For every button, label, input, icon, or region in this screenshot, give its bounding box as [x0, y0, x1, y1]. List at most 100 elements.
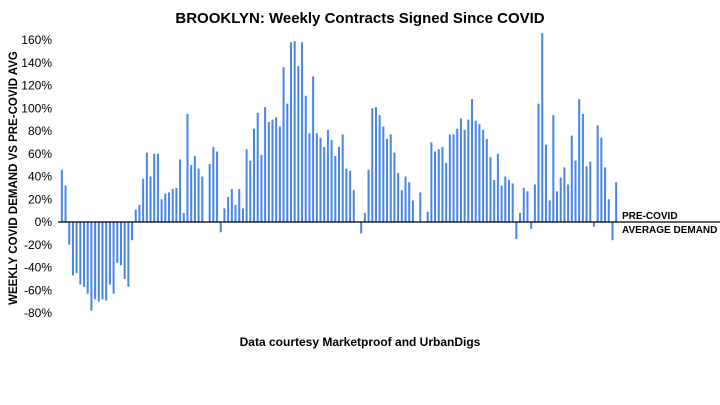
bar — [541, 33, 544, 223]
bar — [297, 66, 300, 222]
y-tick-label: -40% — [24, 261, 52, 275]
bar — [567, 184, 570, 222]
bar — [382, 126, 385, 222]
bar — [134, 209, 137, 222]
baseline-annotation-line1: PRE-COVID — [622, 211, 678, 222]
bar — [97, 222, 100, 302]
bar — [471, 99, 474, 222]
y-tick-label: -20% — [24, 238, 52, 252]
bar — [544, 144, 547, 222]
bar — [360, 222, 363, 234]
bar — [515, 222, 518, 240]
bar — [604, 167, 607, 222]
bar — [482, 129, 485, 222]
bar — [264, 107, 267, 222]
bar — [456, 128, 459, 222]
bar — [430, 142, 433, 223]
bar — [341, 134, 344, 222]
y-tick-label: 20% — [28, 192, 52, 206]
bar — [330, 140, 333, 222]
bar — [592, 222, 595, 227]
bar — [60, 169, 63, 222]
bar — [559, 177, 562, 222]
chart-title: BROOKLYN: Weekly Contracts Signed Since … — [175, 10, 544, 27]
bar — [548, 200, 551, 222]
bars — [60, 33, 618, 311]
bar — [86, 222, 89, 294]
bar — [574, 160, 577, 222]
bar — [507, 179, 510, 222]
bar — [131, 222, 134, 241]
bar — [186, 113, 189, 222]
y-tick-label: 100% — [21, 101, 52, 115]
bar — [411, 200, 414, 222]
bar — [193, 156, 196, 222]
bar — [500, 185, 503, 222]
bar — [286, 103, 289, 222]
bar — [271, 119, 274, 223]
bar — [153, 153, 156, 222]
bar — [142, 178, 145, 222]
bar — [212, 146, 215, 222]
bar — [304, 95, 307, 222]
bar — [400, 190, 403, 222]
bar — [293, 41, 296, 222]
bar — [519, 212, 522, 222]
bar — [230, 189, 233, 222]
bar — [275, 117, 278, 222]
bar — [334, 156, 337, 222]
y-tick-label: 120% — [21, 79, 52, 93]
bar — [319, 137, 322, 222]
bar — [252, 128, 256, 222]
bar — [315, 133, 318, 222]
y-tick-label: 140% — [21, 56, 52, 70]
bar — [615, 182, 618, 222]
bar — [404, 176, 407, 222]
bar — [607, 199, 610, 222]
bar — [323, 146, 326, 222]
bar — [393, 152, 396, 222]
bar — [156, 153, 159, 222]
bar — [493, 179, 496, 222]
bar — [116, 222, 119, 263]
bar — [596, 125, 599, 222]
bar — [563, 167, 566, 222]
bar — [452, 134, 455, 222]
bar — [345, 168, 348, 222]
bar — [374, 107, 377, 222]
bar — [190, 165, 193, 223]
bar — [448, 134, 451, 222]
y-tick-label: -80% — [24, 306, 52, 320]
bar — [386, 138, 389, 222]
bar — [474, 120, 477, 222]
bar — [149, 176, 152, 222]
bar — [278, 126, 281, 222]
bar — [445, 162, 448, 222]
bar — [378, 115, 381, 222]
bar — [201, 176, 204, 222]
bar — [463, 129, 466, 222]
bar — [389, 134, 392, 222]
bar — [119, 222, 122, 266]
bar — [289, 42, 292, 222]
bar — [112, 222, 115, 294]
bar — [241, 208, 244, 222]
bar — [238, 189, 241, 222]
y-tick-label: 80% — [28, 124, 52, 138]
bar — [459, 118, 462, 222]
y-tick-label: 0% — [35, 215, 53, 229]
bar — [249, 160, 252, 222]
bar — [441, 146, 444, 222]
bar — [363, 212, 366, 222]
bar — [578, 99, 581, 222]
y-tick-label: 60% — [28, 147, 52, 161]
bar — [182, 212, 185, 222]
bar — [397, 173, 400, 222]
bar — [434, 151, 437, 222]
bar — [216, 151, 219, 222]
bar — [585, 166, 588, 222]
bar — [504, 176, 507, 222]
bar — [219, 222, 222, 233]
y-tick-label: -60% — [24, 283, 52, 297]
bar — [419, 192, 422, 222]
